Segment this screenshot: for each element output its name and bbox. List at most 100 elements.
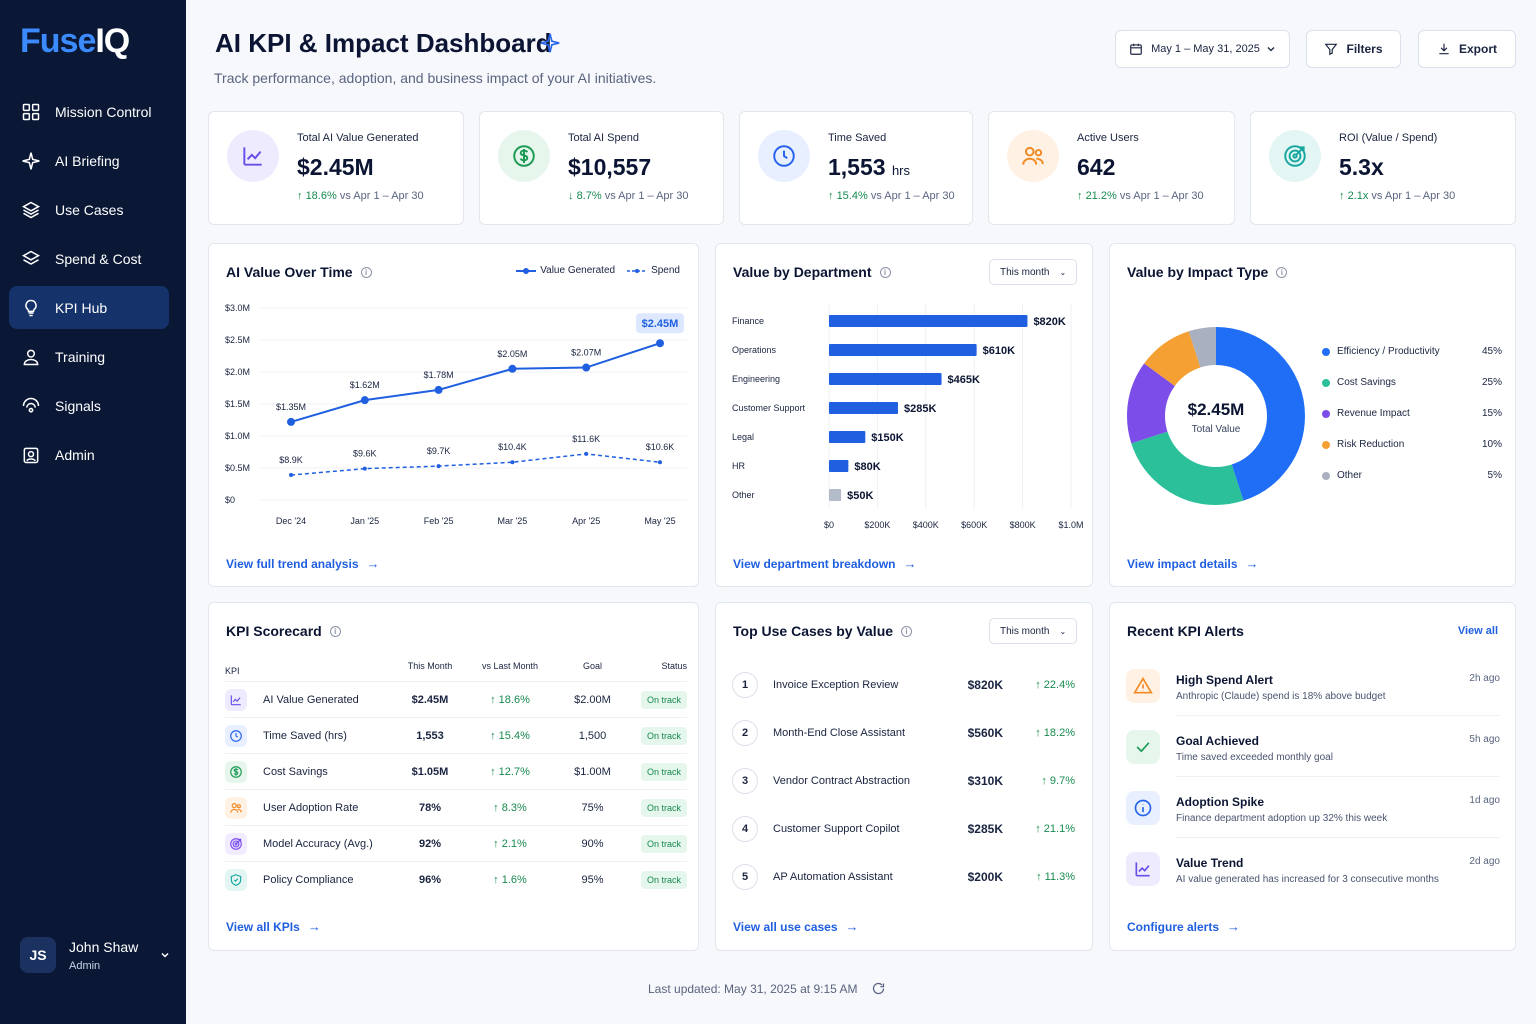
kpi-card[interactable]: Time Saved 1,553 hrs ↑ 15.4% vs Apr 1 – Ap… (739, 111, 973, 225)
view-all-kpis-link[interactable]: View all KPIs → (226, 919, 321, 934)
legend-label: Other (1337, 470, 1363, 481)
table-row[interactable]: Time Saved (hrs) 1,553 ↑ 15.4% 1,500 On trac… (225, 717, 687, 753)
kpi-value: 1,553 hrs (828, 154, 910, 181)
y-tick-label: $3.0M (225, 303, 250, 313)
info-icon[interactable]: i (901, 625, 913, 637)
export-button[interactable]: Export (1418, 30, 1516, 68)
info-icon[interactable]: i (329, 625, 341, 637)
sidebar-item-ai-briefing[interactable]: AI Briefing (9, 139, 169, 182)
dept-bar (829, 489, 842, 501)
donut-center-label: Total Value (1191, 424, 1241, 435)
x-tick-label: Jan '25 (350, 516, 379, 526)
sidebar-item-signals[interactable]: Signals (9, 384, 169, 427)
bar-value-label: $80K (854, 461, 880, 473)
alert-item[interactable]: Goal Achieved Time saved exceeded monthly… (1126, 726, 1500, 778)
info-icon[interactable]: i (360, 266, 372, 278)
refresh-icon[interactable] (871, 981, 886, 996)
rank-badge: 5 (732, 864, 758, 890)
user-menu[interactable]: JS John Shaw Admin (20, 934, 170, 976)
rank-badge: 2 (732, 720, 758, 746)
change-value: 21.1% (1043, 823, 1075, 835)
view-all-alerts-link[interactable]: View all (1457, 625, 1498, 637)
view-all-use-cases-link[interactable]: View all use cases → (733, 919, 859, 934)
cell-goal: 90% (581, 837, 604, 850)
spend-data-label: $10.6K (646, 442, 675, 452)
table-row[interactable]: Cost Savings $1.05M ↑ 12.7% $1.00M On track (225, 753, 687, 789)
chevron-down-icon[interactable] (160, 950, 170, 960)
table-row[interactable]: Model Accuracy (Avg.) 92% ↑ 2.1% 90% On trac… (225, 825, 687, 861)
list-item[interactable]: 5 AP Automation Assistant $200K ↑ 11.3% (732, 863, 1076, 891)
line-chart: $0 $0.5M $1.0M $1.5M $2.0M $2.5M $3.0M Dec '24 J… (225, 303, 687, 526)
alert-description: Finance department adoption up 32% this … (1176, 813, 1388, 824)
check-icon (1126, 730, 1160, 764)
alert-item[interactable]: Value Trend AI value generated has increa… (1126, 848, 1500, 900)
kpi-change-value: 2.1x (1347, 190, 1369, 202)
list-item[interactable]: 1 Invoice Exception Review $820K ↑ 22.4% (732, 671, 1076, 699)
use-case-value: $820K (967, 678, 1003, 692)
chart-legend: Value Generated Spend (516, 265, 680, 276)
cell-this-month: 92% (418, 837, 442, 850)
alert-item[interactable]: High Spend Alert Anthropic (Claude) spend… (1126, 665, 1500, 717)
chart-icon (227, 130, 279, 182)
list-item[interactable]: 3 Vendor Contract Abstraction $310K ↑ 9.7% (732, 767, 1076, 795)
admin-icon (23, 447, 39, 463)
cell-kpi: Policy Compliance (225, 868, 395, 891)
table-row[interactable]: Policy Compliance 96% ↑ 1.6% 95% On track (225, 861, 687, 897)
value-point (287, 417, 295, 426)
list-item[interactable]: 2 Month-End Close Assistant $560K ↑ 18.2% (732, 719, 1076, 747)
export-label: Export (1458, 42, 1497, 56)
info-icon (1126, 791, 1160, 825)
legend-percent: 10% (1481, 439, 1502, 450)
sidebar-item-spend-cost[interactable]: Spend & Cost (9, 237, 169, 280)
info-icon[interactable]: i (1276, 266, 1288, 278)
change-value: 18.2% (1043, 727, 1075, 739)
kpi-card[interactable]: ROI (Value / Spend) 5.3x ↑ 2.1x vs Apr 1 –… (1250, 111, 1516, 225)
arrow-up-icon: ↑ (1035, 679, 1044, 691)
category-label: Customer Support (732, 403, 806, 413)
use-case-value: $285K (967, 822, 1003, 836)
bar-chart: $0 $200K $400K $600K $800K $1.0M Finance $820K O… (732, 304, 1084, 530)
category-label: HR (732, 461, 745, 471)
fuseiq-logo[interactable]: FuseIQ (20, 22, 130, 60)
alert-item[interactable]: Adoption Spike Finance department adoptio… (1126, 787, 1500, 839)
sidebar-item-admin[interactable]: Admin (9, 433, 169, 476)
kpi-card[interactable]: Total AI Value Generated $2.45M ↑ 18.6% vs… (208, 111, 464, 225)
use-case-change: ↑ 9.7% (1003, 775, 1075, 787)
value-point (360, 396, 369, 405)
sidebar-item-use-cases[interactable]: Use Cases (9, 188, 169, 231)
info-icon[interactable]: i (879, 266, 891, 278)
cell-change: ↑ 18.6% (465, 694, 555, 706)
sidebar-item-label: Mission Control (55, 103, 152, 120)
view-trend-link[interactable]: View full trend analysis → (226, 556, 380, 571)
view-impact-link[interactable]: View impact details → (1127, 556, 1259, 571)
table-row[interactable]: User Adoption Rate 78% ↑ 8.3% 75% On track (225, 789, 687, 825)
divider (1176, 776, 1500, 777)
dept-period-dropdown[interactable]: This month ⌄ (989, 259, 1078, 285)
value-generated-line (290, 342, 661, 423)
sidebar-item-kpi-hub[interactable]: KPI Hub (9, 286, 169, 329)
cell-kpi: AI Value Generated (225, 688, 395, 711)
kpi-label: Total AI Value Generated (297, 132, 419, 144)
spend-data-label: $9.6K (353, 449, 377, 459)
table-row[interactable]: AI Value Generated $2.45M ↑ 18.6% $2.00M On … (225, 681, 687, 717)
kpi-change: ↑ 15.4% vs Apr 1 – Apr 30 (828, 190, 955, 202)
usecase-period-dropdown[interactable]: This month ⌄ (989, 618, 1078, 644)
cell-status: On track (630, 690, 687, 709)
filters-button[interactable]: Filters (1306, 30, 1401, 68)
kpi-card[interactable]: Total AI Spend $10,557 ↓ 8.7% vs Apr 1 – A… (479, 111, 724, 225)
cell-goal: 95% (581, 873, 604, 886)
date-range-picker[interactable]: May 1 – May 31, 2025 (1115, 30, 1290, 68)
value-point (656, 339, 664, 348)
use-case-value: $200K (967, 870, 1003, 884)
view-department-link[interactable]: View department breakdown → (733, 556, 917, 571)
kpi-card[interactable]: Active Users 642 ↑ 21.2% vs Apr 1 – Apr 30 (988, 111, 1235, 225)
dept-bar (829, 431, 866, 443)
dollar-icon (498, 130, 550, 182)
sidebar-item-mission-control[interactable]: Mission Control (9, 90, 169, 133)
sidebar-item-training[interactable]: Training (9, 335, 169, 378)
kpi-label: Active Users (1077, 132, 1139, 144)
spend-data-label: $10.4K (498, 442, 527, 452)
x-tick-label: May '25 (644, 516, 675, 526)
list-item[interactable]: 4 Customer Support Copilot $285K ↑ 21.1% (732, 815, 1076, 843)
configure-alerts-link[interactable]: Configure alerts → (1127, 919, 1241, 934)
